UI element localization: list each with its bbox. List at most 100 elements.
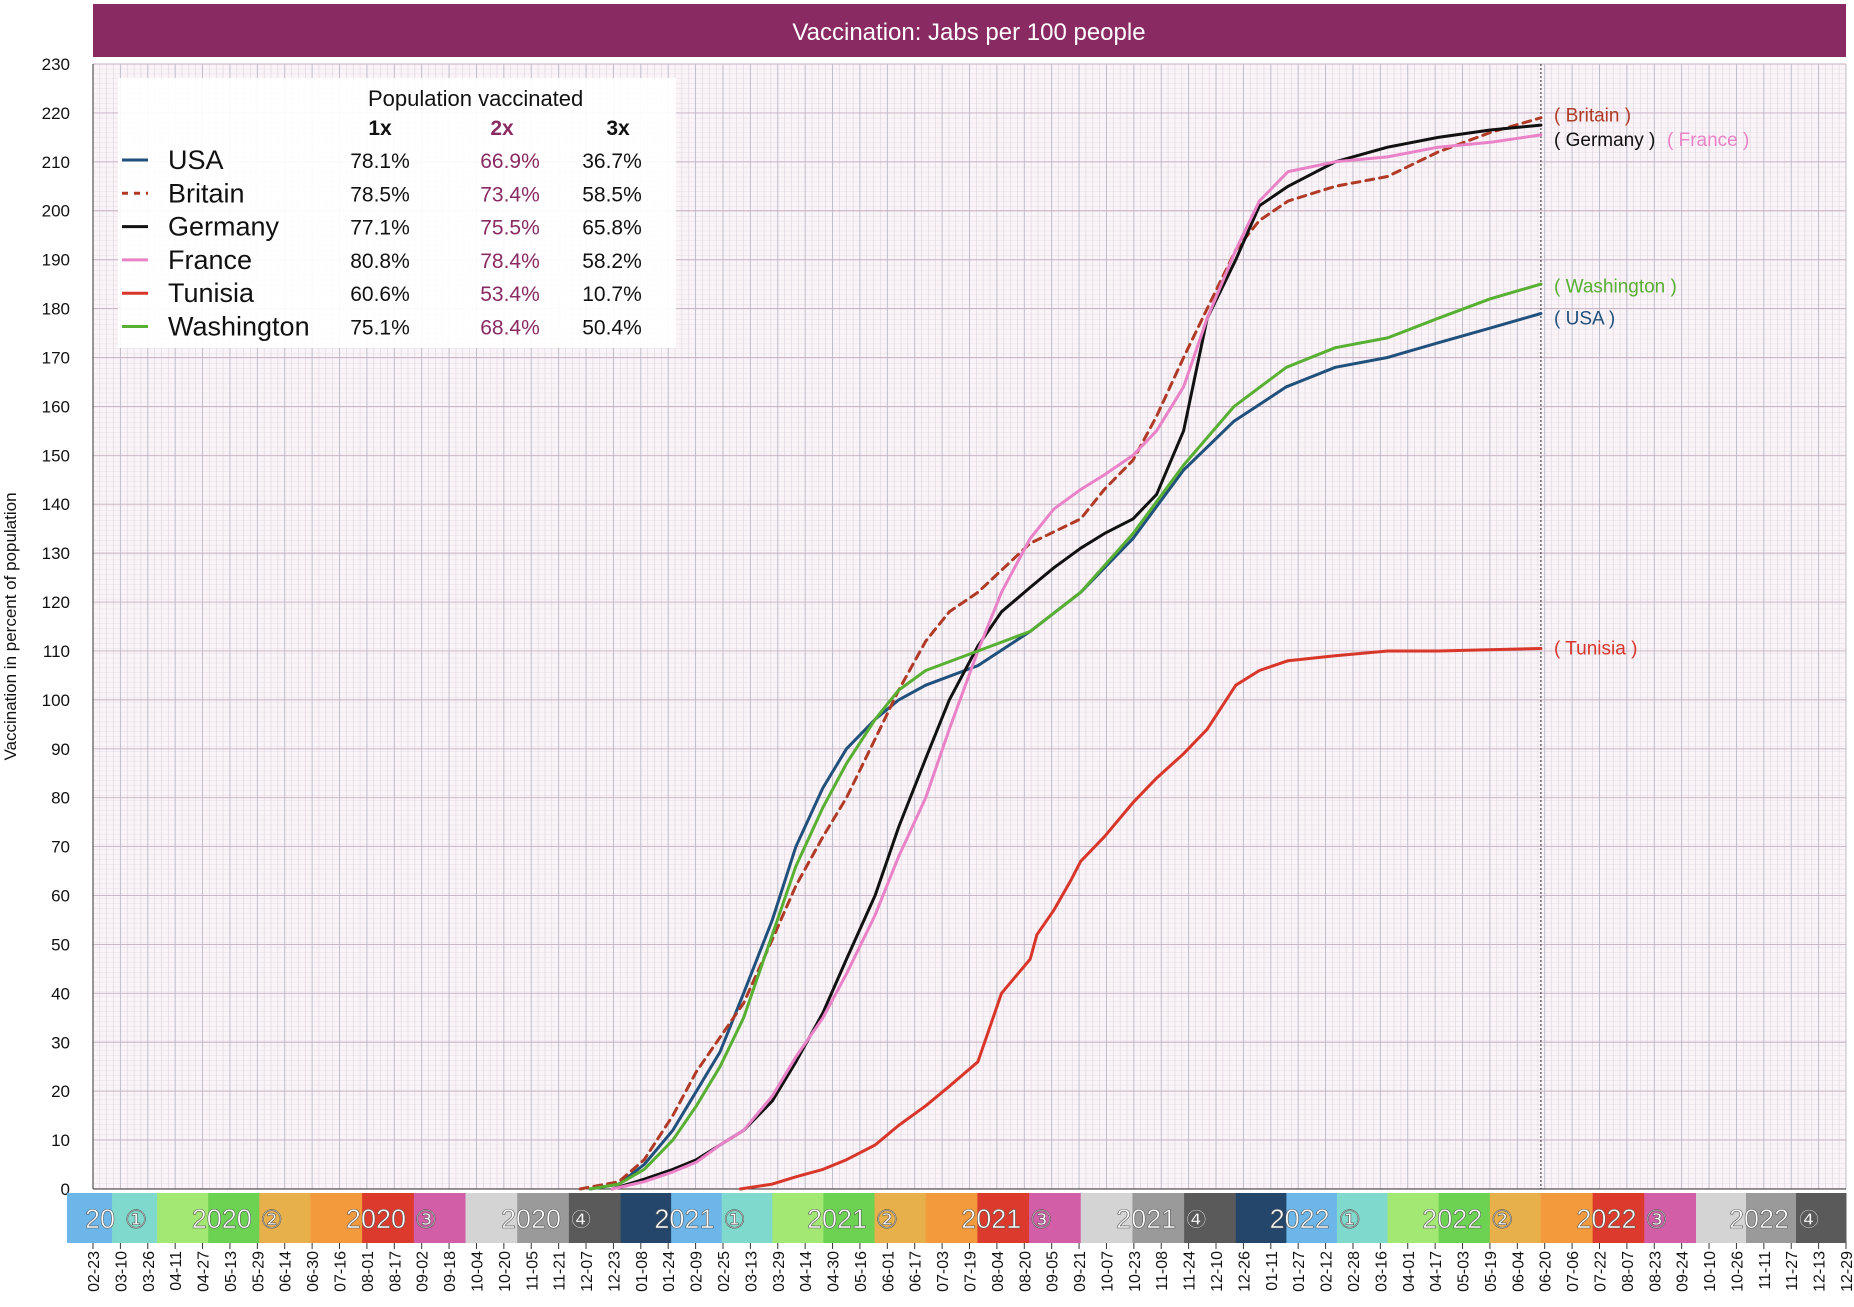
legend-name-washington: Washington [168, 312, 310, 342]
y-tick-label: 150 [42, 446, 70, 465]
y-tick-label: 130 [42, 544, 70, 563]
legend-background [118, 78, 676, 348]
x-tick-label: 12-23 [606, 1251, 623, 1292]
x-tick-label: 06-30 [305, 1251, 322, 1292]
quarter-segment [671, 1193, 723, 1243]
series-line-washington [588, 282, 1543, 1191]
legend-table-title: Population vaccinated [368, 86, 583, 111]
x-tick-label: 03-13 [743, 1251, 760, 1292]
series-line-usa [588, 312, 1543, 1191]
x-tick-label: 11-08 [1154, 1251, 1171, 1291]
quarter-label: 2022 [1422, 1204, 1482, 1234]
quarter-segment [1438, 1193, 1491, 1243]
end-label-germany: ( Germany ) [1554, 130, 1655, 151]
x-tick-label: 12-26 [1236, 1251, 1253, 1292]
y-tick-label: 230 [42, 55, 70, 74]
quarter-number: ④ [1798, 1206, 1820, 1234]
end-labels: ( USA ) ( Britain ) ( Germany ) ( France ) (… [1554, 105, 1749, 659]
x-tick-label: 11-24 [1182, 1251, 1199, 1291]
quarter-label: 2021 [807, 1204, 867, 1234]
legend-stat: 65.8% [582, 217, 642, 240]
y-tick-label: 80 [51, 789, 70, 808]
x-tick-label: 04-30 [826, 1251, 843, 1292]
x-tick-label: 09-05 [1045, 1251, 1062, 1292]
x-tick-label: 06-20 [1538, 1251, 1555, 1292]
x-tick-label: 08-04 [990, 1251, 1007, 1292]
quarter-number: ④ [1185, 1206, 1207, 1234]
x-tick-label: 04-17 [1428, 1251, 1445, 1292]
quarter-number: ① [723, 1206, 745, 1234]
quarter-segment [1695, 1193, 1747, 1243]
y-tick-label: 180 [42, 300, 70, 319]
legend-name-britain: Britain [168, 178, 245, 208]
x-tick-label: 09-24 [1675, 1251, 1692, 1292]
quarter-segment [157, 1193, 209, 1243]
x-axis: 02-23 03-10 03-26 04-11 04-27 05-13 05-29 06-14… [86, 1243, 1854, 1292]
x-tick-label: 11-21 [552, 1251, 569, 1291]
x-tick-label: 02-12 [1319, 1251, 1336, 1292]
legend-stat: 60.6% [350, 283, 410, 306]
end-label-washington: ( Washington ) [1554, 277, 1677, 298]
x-tick-label: 12-10 [1209, 1251, 1226, 1292]
quarter-segment [874, 1193, 927, 1243]
quarter-segment [1235, 1193, 1287, 1243]
quarter-number: ④ [570, 1206, 592, 1234]
quarter-number: ③ [1645, 1206, 1667, 1234]
legend-stat: 10.7% [582, 283, 642, 306]
y-tick-label: 90 [51, 740, 70, 759]
legend-stat: 80.8% [350, 250, 410, 273]
x-tick-label: 04-27 [196, 1251, 213, 1292]
legend-stat: 78.4% [480, 250, 540, 273]
legend-header-2x: 2x [490, 117, 514, 140]
y-axis-label: Vaccination in percent of population [1, 492, 20, 760]
x-tick-label: 07-22 [1592, 1251, 1609, 1292]
x-tick-label: 08-01 [360, 1251, 377, 1292]
y-tick-label: 30 [51, 1033, 70, 1052]
x-tick-label: 12-13 [1812, 1251, 1829, 1292]
quarter-label: 20 [85, 1204, 115, 1234]
y-tick-label: 200 [42, 202, 70, 221]
legend-stat: 75.5% [480, 217, 540, 240]
y-tick-label: 70 [51, 838, 70, 857]
quarter-segment [1029, 1193, 1082, 1243]
y-axis: 0 10 20 30 40 50 60 70 80 90 100 110 120 130 140 150 160… [42, 55, 1846, 1199]
y-tick-label: 120 [42, 593, 70, 612]
legend-name-usa: USA [168, 145, 224, 175]
x-tick-label: 02-09 [689, 1251, 706, 1292]
x-tick-label: 06-01 [880, 1251, 897, 1292]
quarter-number: ② [261, 1206, 283, 1234]
quarter-segment [259, 1193, 311, 1243]
legend-stat: 36.7% [582, 150, 642, 173]
x-tick-label: 02-25 [716, 1251, 733, 1292]
quarter-segment [465, 1193, 518, 1243]
x-tick-label: 08-20 [1017, 1251, 1034, 1292]
legend-stat: 50.4% [582, 317, 642, 340]
quarter-segment [1184, 1193, 1237, 1243]
quarter-segment [568, 1193, 622, 1243]
legend-stat: 66.9% [480, 150, 540, 173]
x-tick-label: 01-11 [1264, 1251, 1281, 1291]
quarter-segment [112, 1193, 158, 1243]
legend-rows: USA 78.1% 66.9% 36.7% Britain 78.5% 73.4% 58.5%… [122, 145, 642, 342]
x-tick-label: 10-07 [1099, 1251, 1116, 1292]
x-tick-label: 04-14 [798, 1251, 815, 1292]
x-tick-label: 05-19 [1483, 1251, 1500, 1292]
quarter-segment [1286, 1193, 1338, 1243]
quarter-label: 2021 [1116, 1204, 1176, 1234]
x-tick-label: 07-19 [963, 1251, 980, 1292]
x-tick-label: 12-29 [1839, 1251, 1854, 1292]
quarter-number: ③ [1030, 1206, 1052, 1234]
y-tick-label: 20 [51, 1082, 70, 1101]
y-tick-label: 140 [42, 495, 70, 514]
x-tick-label: 10-26 [1729, 1251, 1746, 1292]
legend-stat: 68.4% [480, 317, 540, 340]
x-tick-label: 09-18 [442, 1251, 459, 1292]
quarter-segment [1489, 1193, 1542, 1243]
x-tick-label: 09-02 [415, 1251, 432, 1292]
y-tick-label: 190 [42, 251, 70, 270]
quarter-segment [1745, 1193, 1797, 1243]
x-tick-label: 09-21 [1072, 1251, 1089, 1292]
x-tick-label: 10-04 [469, 1251, 486, 1292]
chart-title: Vaccination: Jabs per 100 people [792, 19, 1145, 46]
x-tick-label: 10-10 [1702, 1251, 1719, 1292]
